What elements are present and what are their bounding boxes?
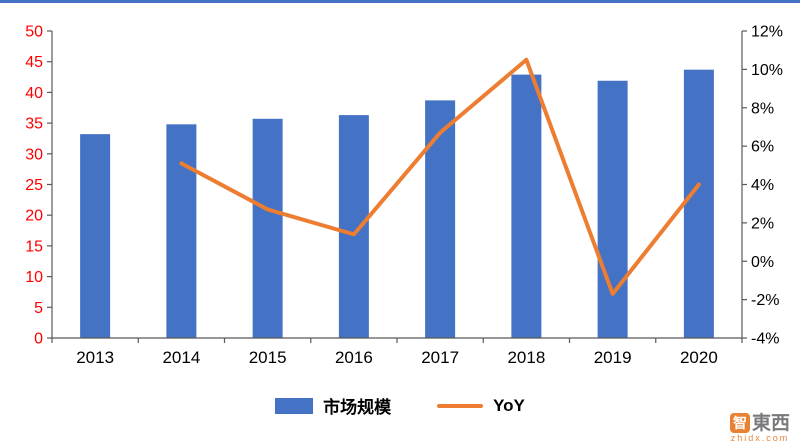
right-axis-label: 2% <box>751 215 774 232</box>
legend-label-yoy: YoY <box>493 395 525 415</box>
x-axis-label: 2018 <box>507 348 545 367</box>
watermark-logo-text: 東西 <box>751 412 790 434</box>
bar-2019 <box>597 80 628 338</box>
watermark-subtext: zhidx.com <box>730 433 790 443</box>
bar-2015 <box>252 118 283 338</box>
right-axis-label: -4% <box>751 331 779 348</box>
x-axis-label: 2017 <box>421 348 459 367</box>
line-series-swatch <box>437 403 484 408</box>
x-axis-label: 2013 <box>76 348 114 367</box>
watermark-logo-icon: 智 <box>729 413 750 433</box>
right-axis-label: 12% <box>751 24 783 41</box>
left-axis-label: 20 <box>25 208 43 225</box>
bar-2020 <box>683 69 714 338</box>
x-axis-label: 2019 <box>594 348 632 367</box>
right-axis-label: 4% <box>751 177 774 194</box>
x-axis-label: 2014 <box>162 348 200 367</box>
bar-2014 <box>166 124 197 338</box>
bar-2013 <box>80 134 111 338</box>
bar-series-swatch <box>275 397 314 414</box>
left-axis-label: 35 <box>25 116 43 133</box>
left-axis-label: 40 <box>25 85 43 102</box>
bar-2017 <box>425 100 456 338</box>
left-axis-label: 15 <box>25 238 43 255</box>
left-axis-label: 0 <box>34 331 43 348</box>
x-axis-label: 2016 <box>335 348 373 367</box>
legend-label-market-size: 市场规模 <box>323 398 392 417</box>
x-axis-label: 2015 <box>249 348 287 367</box>
page-top-accent <box>0 0 800 3</box>
legend-item-market-size: 市场规模 <box>275 393 391 418</box>
right-axis-label: 8% <box>751 100 774 117</box>
chart-canvas: 0 5 10 15 20 25 30 35 40 45 50 -4% -2% 0% 2% 4% 6% 8% 10% 1… <box>25 24 783 368</box>
right-axis-label: 0% <box>751 254 774 271</box>
left-axis-label: 45 <box>25 54 43 71</box>
right-axis-label: -2% <box>751 292 779 309</box>
bar-2018 <box>511 74 542 339</box>
watermark: 智 東西 zhidx.com <box>729 412 790 443</box>
left-axis-label: 5 <box>34 300 43 317</box>
left-axis-label: 10 <box>25 269 43 286</box>
left-axis-label: 50 <box>25 24 43 41</box>
bar-2016 <box>338 115 369 338</box>
watermark-logo: 智 東西 <box>729 412 790 434</box>
combo-chart: 0 5 10 15 20 25 30 35 40 45 50 -4% -2% 0% 2% 4% 6% 8% 10% 1… <box>0 6 800 391</box>
right-axis-label: 6% <box>751 139 774 156</box>
legend-item-yoy: YoY <box>437 396 525 416</box>
right-axis-label: 10% <box>751 62 783 79</box>
left-axis-label: 25 <box>25 177 43 194</box>
yoy-line <box>179 57 701 296</box>
left-axis-label: 30 <box>25 146 43 163</box>
legend: 市场规模 YoY <box>0 393 800 418</box>
x-axis-label: 2020 <box>680 348 718 367</box>
